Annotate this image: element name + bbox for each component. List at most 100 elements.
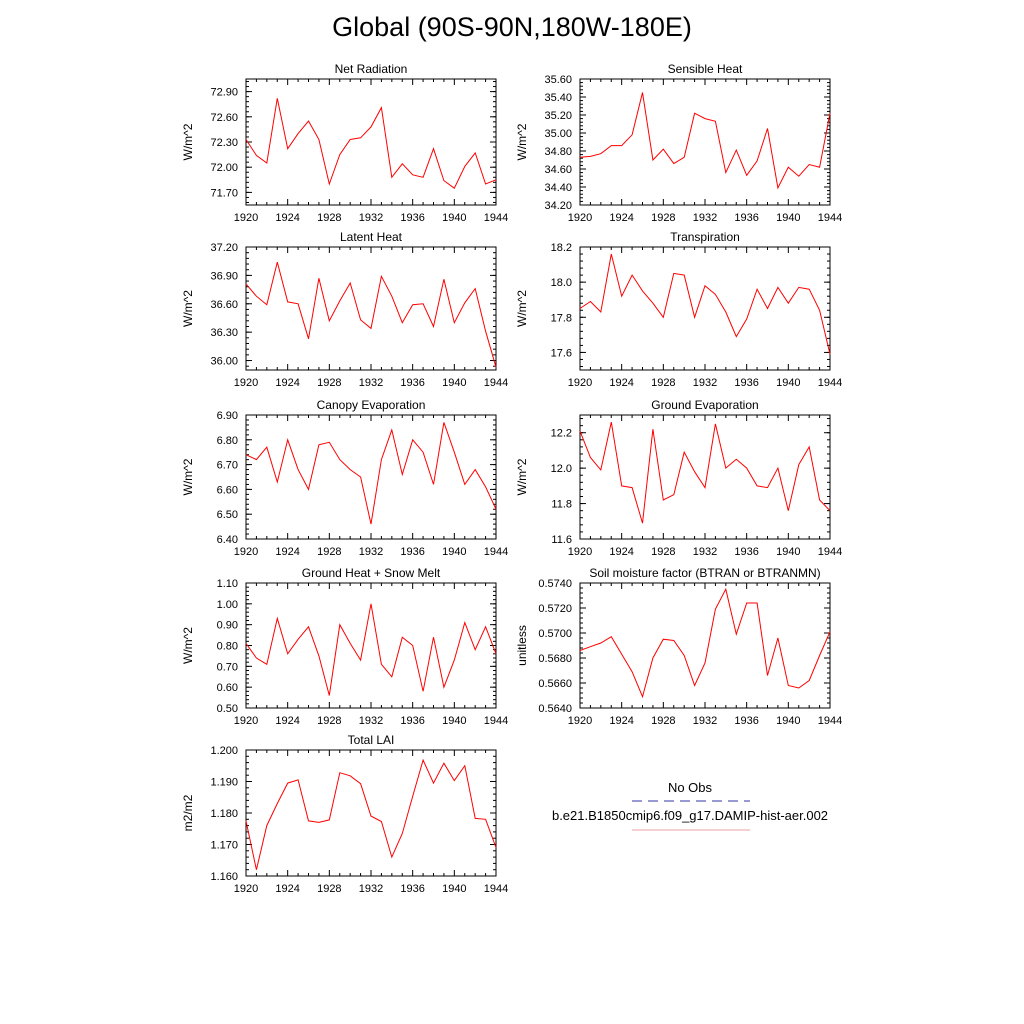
series-line: [245, 261, 497, 368]
x-tick-label: 1920: [234, 883, 258, 895]
y-tick-label: 0.5640: [538, 703, 572, 715]
x-tick-label: 1920: [568, 377, 592, 389]
y-axis-label: m2/m2: [181, 794, 195, 831]
y-tick-label: 0.90: [217, 620, 238, 632]
y-tick-label: 1.180: [210, 808, 238, 820]
y-tick-label: 35.40: [544, 92, 572, 104]
chart-title: Latent Heat: [340, 230, 403, 244]
y-tick-label: 6.40: [217, 534, 238, 546]
x-tick-label: 1932: [359, 377, 383, 389]
x-tick-label: 1940: [442, 715, 466, 727]
x-tick-label: 1936: [734, 212, 758, 224]
plot-frame: [245, 246, 497, 371]
plot-frame: [245, 749, 497, 877]
legend-label-run: b.e21.B1850cmip6.f09_g17.DAMIP-hist-aer.…: [552, 808, 828, 823]
x-tick-label: 1932: [359, 883, 383, 895]
x-tick-label: 1932: [693, 546, 717, 558]
x-tick-label: 1928: [317, 377, 341, 389]
x-tick-label: 1944: [818, 212, 842, 224]
series-line: [245, 422, 497, 525]
y-tick-label: 36.00: [210, 356, 238, 368]
y-tick-label: 18.2: [551, 242, 572, 254]
x-tick-label: 1932: [693, 377, 717, 389]
chart-panels: Net Radiation W/m^2 1920 1924 1928 1932 1936 19…: [181, 62, 842, 895]
x-tick-label: 1940: [776, 212, 800, 224]
x-tick-label: 1932: [693, 212, 717, 224]
y-tick-label: 72.30: [210, 137, 238, 149]
x-tick-label: 1932: [359, 715, 383, 727]
plot-frame: [579, 246, 831, 371]
chart-ground-evaporation: Ground Evaporation W/m^2 1920 1924 1928 1932 1…: [515, 398, 842, 558]
x-tick-label: 1920: [568, 715, 592, 727]
y-tick-label: 0.70: [217, 661, 238, 673]
x-tick-label: 1944: [484, 377, 508, 389]
y-axis-label: W/m^2: [181, 123, 195, 160]
plot-frame: [579, 78, 831, 206]
x-tick-label: 1936: [400, 546, 424, 558]
x-tick-label: 1944: [818, 377, 842, 389]
chart-title: Ground Evaporation: [651, 398, 758, 412]
x-tick-label: 1936: [734, 546, 758, 558]
y-tick-label: 0.5680: [538, 653, 572, 665]
y-tick-label: 1.00: [217, 599, 238, 611]
x-tick-label: 1924: [275, 883, 299, 895]
x-tick-label: 1936: [400, 883, 424, 895]
y-tick-label: 1.170: [210, 840, 238, 852]
y-tick-label: 1.10: [217, 578, 238, 590]
plot-frame: [245, 78, 497, 206]
x-tick-label: 1920: [568, 212, 592, 224]
y-tick-label: 36.90: [210, 270, 238, 282]
chart-title: Ground Heat + Snow Melt: [302, 566, 441, 580]
y-tick-label: 0.80: [217, 641, 238, 653]
series-line: [245, 758, 497, 870]
y-tick-label: 6.60: [217, 484, 238, 496]
chart-title: Soil moisture factor (BTRAN or BTRANMN): [589, 566, 820, 580]
y-tick-label: 12.0: [551, 463, 572, 475]
y-tick-label: 36.60: [210, 299, 238, 311]
chart-total-lai: Total LAI m2/m2 1920 1924 1928 1932 1936 1940 19…: [181, 733, 508, 895]
x-tick-label: 1936: [400, 212, 424, 224]
y-tick-label: 6.70: [217, 460, 238, 472]
x-tick-label: 1932: [693, 715, 717, 727]
y-tick-label: 72.60: [210, 112, 238, 124]
x-tick-label: 1920: [234, 546, 258, 558]
y-tick-label: 17.8: [551, 312, 572, 324]
x-tick-label: 1944: [484, 715, 508, 727]
y-axis-label: W/m^2: [181, 458, 195, 495]
chart-net-radiation: Net Radiation W/m^2 1920 1924 1928 1932 1936 19…: [181, 62, 508, 224]
y-axis-label: W/m^2: [515, 290, 529, 327]
x-tick-label: 1936: [400, 377, 424, 389]
x-tick-label: 1928: [317, 212, 341, 224]
legend: No Obs b.e21.B1850cmip6.f09_g17.DAMIP-hi…: [552, 780, 828, 831]
y-tick-label: 18.0: [551, 277, 572, 289]
x-tick-label: 1924: [609, 212, 633, 224]
x-tick-label: 1920: [568, 546, 592, 558]
x-tick-label: 1936: [734, 377, 758, 389]
y-tick-label: 17.6: [551, 347, 572, 359]
x-tick-label: 1920: [234, 212, 258, 224]
x-tick-label: 1924: [609, 546, 633, 558]
y-tick-label: 34.80: [544, 146, 572, 158]
chart-title: Transpiration: [670, 230, 740, 244]
x-tick-label: 1928: [651, 377, 675, 389]
y-tick-label: 11.8: [551, 499, 572, 511]
y-tick-label: 36.30: [210, 327, 238, 339]
y-tick-label: 34.40: [544, 182, 572, 194]
x-tick-label: 1932: [359, 212, 383, 224]
y-tick-label: 0.5740: [538, 578, 572, 590]
y-tick-label: 37.20: [210, 242, 238, 254]
x-tick-label: 1924: [609, 715, 633, 727]
y-tick-label: 12.2: [551, 428, 572, 440]
y-axis-label: unitless: [515, 625, 529, 666]
x-tick-label: 1940: [442, 377, 466, 389]
x-tick-label: 1940: [442, 212, 466, 224]
y-tick-label: 1.190: [210, 777, 238, 789]
series-line: [579, 92, 831, 190]
y-tick-label: 72.90: [210, 87, 238, 99]
x-tick-label: 1920: [234, 715, 258, 727]
x-tick-label: 1944: [484, 883, 508, 895]
x-tick-label: 1928: [317, 883, 341, 895]
x-tick-label: 1928: [651, 715, 675, 727]
x-tick-label: 1924: [275, 377, 299, 389]
